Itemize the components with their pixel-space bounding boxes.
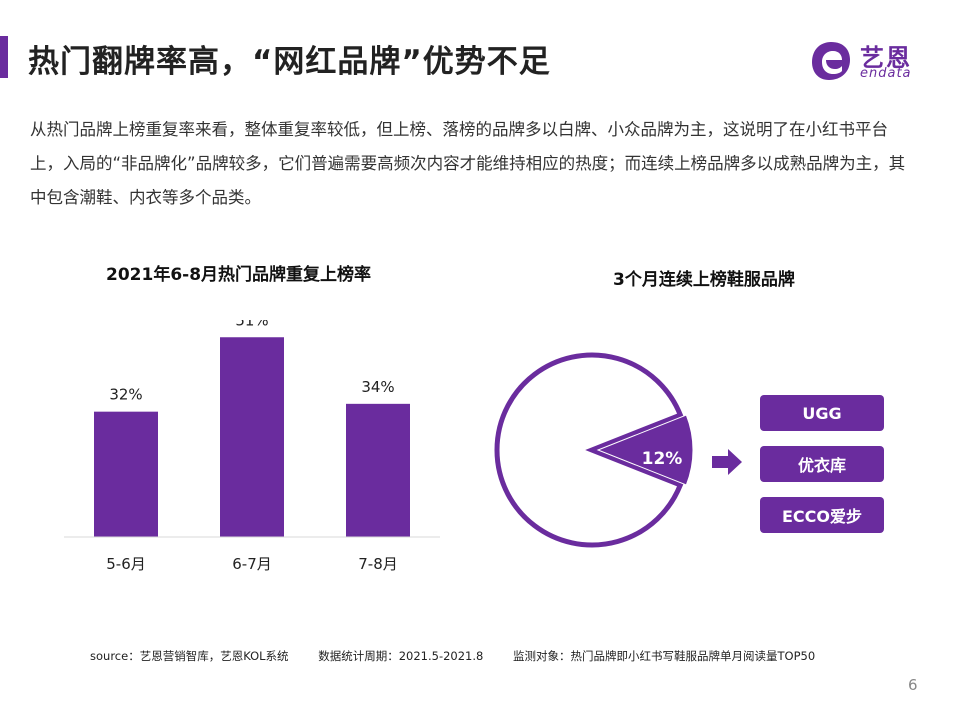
bar-chart-title: 2021年6-8月热门品牌重复上榜率	[106, 265, 372, 285]
logo-text-cn: 艺恩	[860, 44, 912, 72]
footer-target: 监测对象：热门品牌即小红书写鞋服品牌单月阅读量TOP50	[513, 649, 816, 663]
footer-period: 数据统计周期：2021.5-2021.8	[318, 649, 484, 663]
page-number: 6	[908, 676, 918, 694]
brand-tag-uniqlo: 优衣库	[760, 446, 884, 482]
x-tick-label-2: 6-7月	[232, 555, 272, 573]
bar-value-label-1: 32%	[109, 386, 142, 404]
footer-source: source：艺恩营销智库，艺恩KOL系统	[90, 649, 289, 663]
pie-chart: 12%	[494, 352, 742, 548]
footer-notes: source：艺恩营销智库，艺恩KOL系统 数据统计周期：2021.5-2021…	[90, 648, 841, 664]
pie-chart-title: 3个月连续上榜鞋服品牌	[613, 270, 795, 290]
title-accent-bar	[0, 36, 8, 78]
bar-value-label-2: 51%	[235, 320, 268, 329]
bar-2	[220, 337, 284, 537]
bar-chart: 32% 5-6月 51% 6-7月 34% 7-8月	[64, 320, 440, 573]
pie-slice-label: 12%	[642, 449, 683, 469]
bar-3	[346, 403, 410, 537]
page-title: 热门翻牌率高，“网红品牌”优势不足	[28, 44, 551, 80]
bar-1	[94, 411, 158, 537]
pie-slice-rest	[494, 352, 684, 548]
endata-logo: 艺恩 endata	[808, 38, 928, 84]
intro-paragraph: 从热门品牌上榜重复率来看，整体重复率较低，但上榜、落榜的品牌多以白牌、小众品牌为…	[30, 120, 906, 207]
x-tick-label-1: 5-6月	[106, 555, 146, 573]
brand-tag-ugg: UGG	[760, 395, 884, 431]
x-tick-label-3: 7-8月	[358, 555, 398, 573]
brand-tag-ecco: ECCO爱步	[760, 497, 884, 533]
endata-logo-icon	[812, 42, 850, 80]
pie-slice-highlight	[596, 414, 694, 486]
bar-value-label-3: 34%	[361, 378, 394, 396]
logo-text-en: endata	[860, 66, 912, 81]
right-arrow-icon	[712, 449, 742, 475]
